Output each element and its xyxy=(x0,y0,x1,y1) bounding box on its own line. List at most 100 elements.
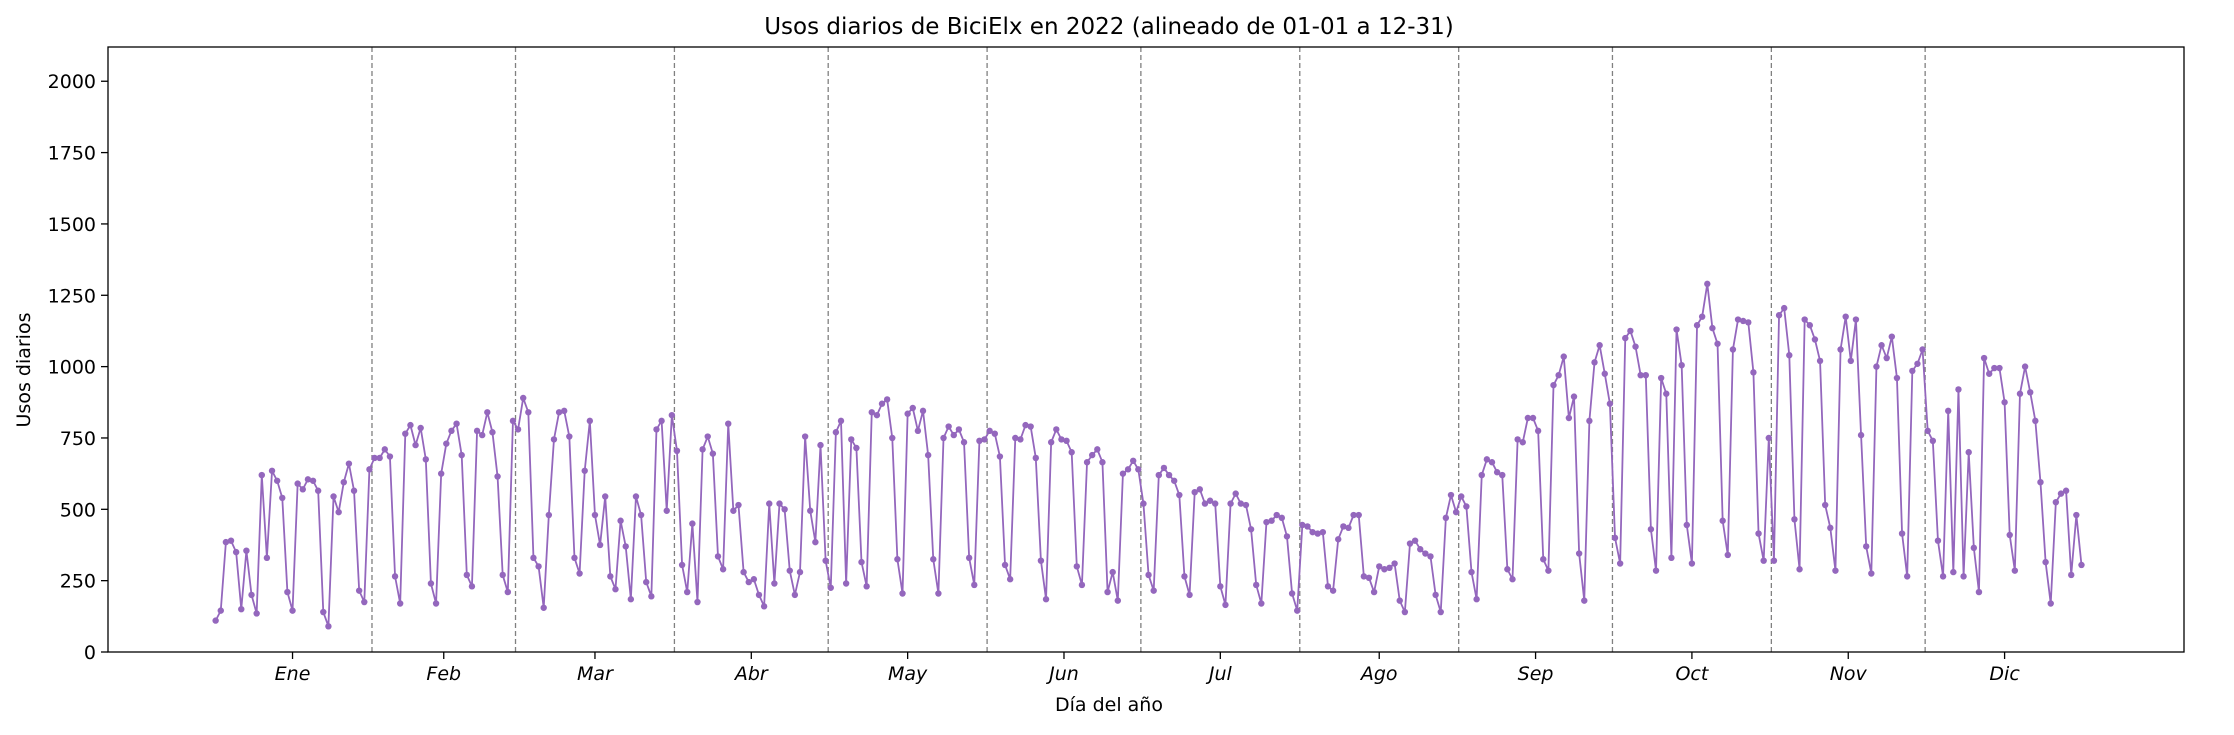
x-tick-label-jul: Jul xyxy=(1205,663,1233,685)
data-point-day-308 xyxy=(1786,352,1793,359)
data-point-day-177 xyxy=(1114,597,1122,604)
data-point-day-284 xyxy=(1663,390,1670,397)
data-point-day-175 xyxy=(1104,588,1111,596)
data-point-day-99 xyxy=(714,553,722,560)
data-point-day-109 xyxy=(766,500,773,507)
data-point-day-319 xyxy=(1842,313,1849,320)
data-point-day-245 xyxy=(1463,503,1470,510)
data-point-day-294 xyxy=(1714,340,1721,347)
data-point-day-155 xyxy=(1001,561,1009,569)
data-point-day-194 xyxy=(1201,500,1209,507)
data-point-day-250 xyxy=(1488,459,1496,466)
data-point-day-77 xyxy=(602,493,609,500)
x-tick-label-abr: Abr xyxy=(733,663,769,685)
data-point-day-334 xyxy=(1919,346,1926,353)
data-point-day-184 xyxy=(1150,587,1157,594)
data-point-day-154 xyxy=(996,453,1004,460)
data-point-day-275 xyxy=(1616,560,1624,567)
data-point-day-180 xyxy=(1129,457,1137,464)
data-point-day-31 xyxy=(366,466,373,473)
data-point-day-64 xyxy=(535,563,542,570)
data-point-day-20 xyxy=(309,477,317,484)
data-point-day-219 xyxy=(1329,587,1337,594)
data-point-day-218 xyxy=(1324,583,1332,590)
data-point-day-159 xyxy=(1022,421,1029,429)
data-point-day-260 xyxy=(1540,556,1547,563)
data-point-day-114 xyxy=(791,591,799,599)
data-point-day-46 xyxy=(443,440,450,447)
data-point-day-9 xyxy=(253,610,260,617)
data-point-day-192 xyxy=(1191,488,1198,496)
data-point-day-145 xyxy=(950,431,957,439)
data-point-day-142 xyxy=(935,590,942,597)
data-point-day-347 xyxy=(1986,370,1993,377)
data-point-day-117 xyxy=(807,507,814,514)
data-point-day-139 xyxy=(919,407,927,415)
data-point-day-298 xyxy=(1734,316,1742,323)
data-point-day-191 xyxy=(1186,591,1193,599)
data-point-day-296 xyxy=(1724,551,1731,559)
data-point-day-113 xyxy=(786,567,793,574)
data-point-day-52 xyxy=(473,427,481,435)
data-point-day-301 xyxy=(1750,369,1757,376)
data-point-day-206 xyxy=(1263,518,1270,526)
data-point-day-85 xyxy=(643,578,650,586)
data-point-day-19 xyxy=(304,476,312,483)
data-point-day-309 xyxy=(1791,516,1798,523)
data-point-day-171 xyxy=(1083,459,1091,466)
data-point-day-1 xyxy=(212,617,219,624)
data-point-day-28 xyxy=(350,487,358,494)
data-point-day-39 xyxy=(407,421,414,429)
data-point-day-112 xyxy=(781,506,788,513)
data-point-day-116 xyxy=(801,433,809,440)
data-point-day-13 xyxy=(273,477,281,484)
data-point-day-88 xyxy=(658,417,665,425)
data-point-day-314 xyxy=(1816,357,1824,365)
data-point-day-128 xyxy=(863,583,870,590)
data-point-day-350 xyxy=(2001,399,2008,406)
data-point-day-207 xyxy=(1268,517,1275,524)
data-point-day-143 xyxy=(940,434,947,442)
data-point-day-332 xyxy=(1909,367,1916,375)
data-point-day-93 xyxy=(684,588,691,596)
y-axis-label: Usos diarios xyxy=(13,313,35,428)
data-point-day-152 xyxy=(986,427,993,435)
data-point-day-342 xyxy=(1960,573,1967,580)
data-point-day-150 xyxy=(976,437,983,445)
data-point-day-197 xyxy=(1217,583,1224,590)
data-point-day-165 xyxy=(1053,426,1060,433)
data-point-day-313 xyxy=(1811,336,1819,343)
data-point-day-288 xyxy=(1683,521,1690,529)
data-point-day-79 xyxy=(612,586,619,593)
data-point-day-173 xyxy=(1094,446,1101,453)
data-point-day-348 xyxy=(1991,364,1998,372)
data-point-day-204 xyxy=(1253,581,1260,589)
data-point-day-178 xyxy=(1119,470,1127,477)
data-point-day-172 xyxy=(1088,451,1096,459)
x-axis-label: Día del año xyxy=(1055,694,1163,716)
data-point-day-355 xyxy=(2027,389,2034,396)
data-point-day-42 xyxy=(422,456,430,463)
data-point-day-335 xyxy=(1924,427,1931,435)
data-point-day-363 xyxy=(2068,571,2075,579)
data-point-day-107 xyxy=(755,591,763,599)
data-point-day-131 xyxy=(878,400,886,407)
data-point-day-67 xyxy=(550,436,558,443)
data-point-day-133 xyxy=(889,434,896,442)
data-point-day-55 xyxy=(489,429,496,436)
data-point-day-74 xyxy=(586,417,594,425)
data-point-day-115 xyxy=(796,568,804,576)
data-point-day-166 xyxy=(1058,436,1065,443)
data-point-day-336 xyxy=(1929,437,1937,445)
data-point-day-57 xyxy=(499,571,506,579)
data-point-day-199 xyxy=(1227,500,1234,507)
data-point-day-8 xyxy=(248,591,255,599)
data-point-day-329 xyxy=(1893,374,1901,382)
data-point-day-53 xyxy=(478,431,486,439)
data-point-day-327 xyxy=(1883,354,1890,362)
data-point-day-212 xyxy=(1294,607,1301,614)
data-point-day-17 xyxy=(294,480,301,487)
data-point-day-100 xyxy=(719,566,727,573)
data-point-day-168 xyxy=(1068,449,1075,456)
